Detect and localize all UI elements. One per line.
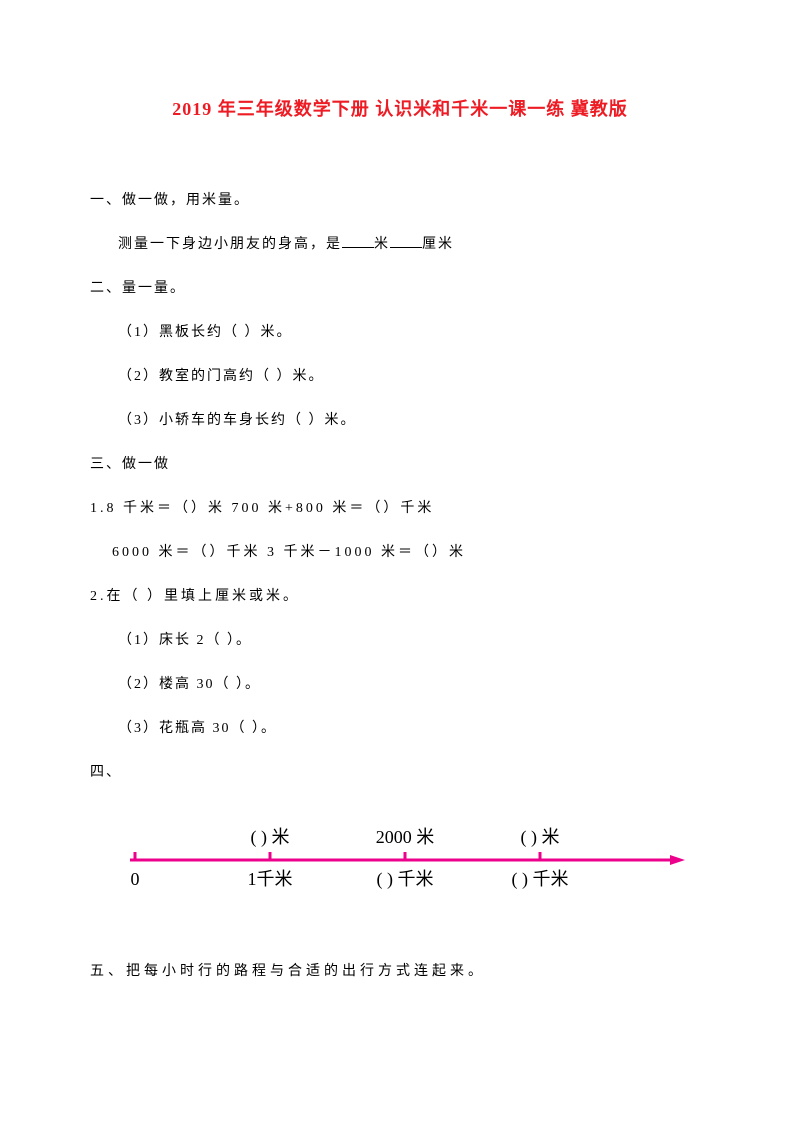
section-3-line-2: 6000 米＝（）千米 3 千米－1000 米＝（）米: [112, 541, 710, 561]
section-2-item-2: （2）教室的门高约（ ）米。: [118, 365, 710, 385]
nline-top-3: ( ) 米: [521, 827, 560, 848]
document-title: 2019 年三年级数学下册 认识米和千米一课一练 冀教版: [90, 95, 710, 121]
section-3-line-3: 2.在（ ）里填上厘米或米。: [90, 585, 710, 605]
section-5-heading: 五、把每小时行的路程与合适的出行方式连起来。: [90, 960, 710, 980]
section-2-item-3: （3）小轿车的车身长约（ ）米。: [118, 409, 710, 429]
number-line-diagram: ( ) 米 2000 米 ( ) 米 0 1千米 ( ) 千米 ( ) 千米: [90, 805, 710, 910]
section-1-content: 测量一下身边小朋友的身高，是 米 厘米: [118, 233, 710, 253]
nline-top-2: 2000 米: [376, 827, 435, 847]
section-3-item-2: （2）楼高 30（ ）。: [118, 673, 710, 693]
s1-suf: 厘米: [422, 237, 454, 252]
section-2-item-1: （1）黑板长约（ ）米。: [118, 321, 710, 341]
s1-pre: 测量一下身边小朋友的身高，是: [118, 237, 342, 252]
section-2-heading: 二、量一量。: [90, 277, 710, 297]
section-1-heading: 一、做一做，用米量。: [90, 189, 710, 209]
section-3-heading: 三、做一做: [90, 453, 710, 473]
section-4-heading: 四、: [90, 761, 710, 781]
section-3-line-1: 1.8 千米＝（）米 700 米+800 米＝（）千米: [90, 497, 710, 517]
nline-bottom-3: ( ) 千米: [512, 869, 569, 890]
section-3-item-1: （1）床长 2（ ）。: [118, 629, 710, 649]
section-3-item-3: （3）花瓶高 30（ ）。: [118, 717, 710, 737]
blank-fill[interactable]: [342, 247, 374, 248]
nline-top-1: ( ) 米: [251, 827, 290, 848]
blank-fill[interactable]: [390, 247, 422, 248]
number-line-svg: ( ) 米 2000 米 ( ) 米 0 1千米 ( ) 千米 ( ) 千米: [100, 805, 700, 905]
nline-bottom-1: 1千米: [248, 869, 293, 889]
s1-mid: 米: [374, 237, 390, 252]
nline-arrow-icon: [670, 855, 685, 865]
nline-bottom-2: ( ) 千米: [377, 869, 434, 890]
nline-bottom-0: 0: [131, 869, 140, 889]
